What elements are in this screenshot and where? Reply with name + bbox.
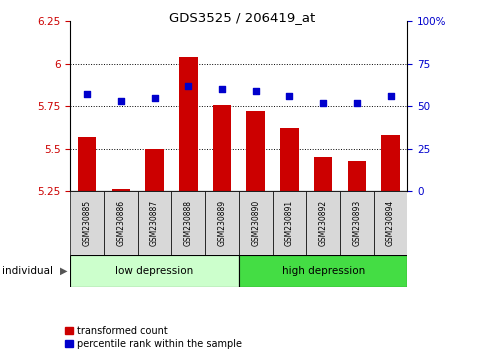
Bar xyxy=(111,189,130,191)
Bar xyxy=(145,149,164,191)
Text: ▶: ▶ xyxy=(60,266,68,276)
Bar xyxy=(238,255,407,287)
Bar xyxy=(70,255,238,287)
Bar xyxy=(179,57,197,191)
Bar xyxy=(137,191,171,255)
Text: GSM230888: GSM230888 xyxy=(183,200,193,246)
Text: GSM230889: GSM230889 xyxy=(217,200,226,246)
Bar xyxy=(272,191,305,255)
Bar xyxy=(171,191,205,255)
Text: GSM230885: GSM230885 xyxy=(82,200,91,246)
Point xyxy=(386,93,393,99)
Bar xyxy=(78,137,96,191)
Bar xyxy=(212,104,231,191)
Bar xyxy=(380,135,399,191)
Bar xyxy=(313,157,332,191)
Point xyxy=(151,95,158,101)
Text: GDS3525 / 206419_at: GDS3525 / 206419_at xyxy=(169,11,315,24)
Text: GSM230891: GSM230891 xyxy=(284,200,293,246)
Text: GSM230894: GSM230894 xyxy=(385,200,394,246)
Text: individual: individual xyxy=(2,266,53,276)
Point xyxy=(251,88,259,94)
Text: GSM230887: GSM230887 xyxy=(150,200,159,246)
Bar xyxy=(238,191,272,255)
Point xyxy=(218,86,226,92)
Point xyxy=(352,100,360,105)
Bar xyxy=(347,161,365,191)
Bar xyxy=(205,191,238,255)
Point xyxy=(83,91,91,97)
Text: GSM230892: GSM230892 xyxy=(318,200,327,246)
Text: GSM230893: GSM230893 xyxy=(351,200,361,246)
Bar xyxy=(305,191,339,255)
Point xyxy=(184,83,192,88)
Bar xyxy=(70,191,104,255)
Bar xyxy=(246,111,264,191)
Text: GSM230890: GSM230890 xyxy=(251,200,260,246)
Bar xyxy=(373,191,407,255)
Bar xyxy=(280,128,298,191)
Bar xyxy=(104,191,137,255)
Text: high depression: high depression xyxy=(281,266,364,276)
Text: low depression: low depression xyxy=(115,266,193,276)
Legend: transformed count, percentile rank within the sample: transformed count, percentile rank withi… xyxy=(65,326,242,349)
Bar xyxy=(339,191,373,255)
Point xyxy=(117,98,124,104)
Text: GSM230886: GSM230886 xyxy=(116,200,125,246)
Point xyxy=(318,100,326,105)
Point xyxy=(285,93,293,99)
